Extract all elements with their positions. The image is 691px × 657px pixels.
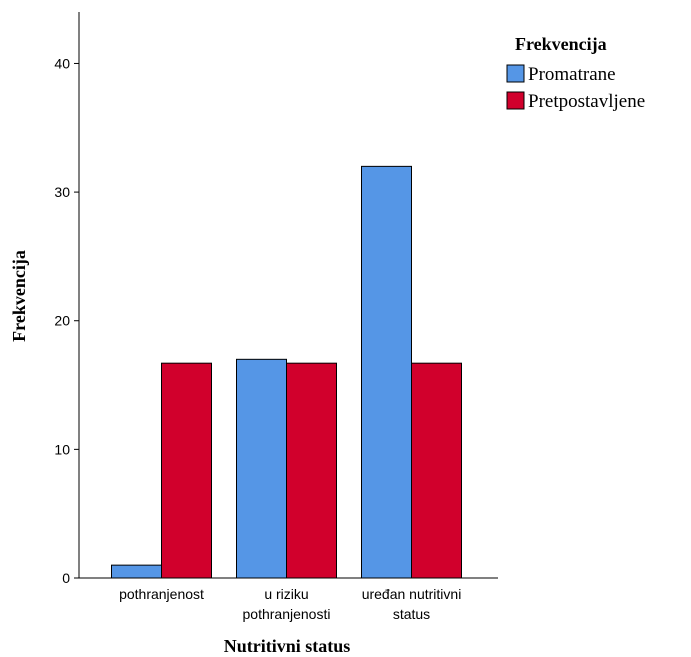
y-tick-label: 20 [54,313,70,329]
bar-0-0 [111,564,162,579]
x-category-line: pothranjenost [119,586,204,602]
x-category-line: uređan nutritivni [362,586,462,602]
bar-1-2 [411,362,462,579]
x-category-label: u riziku pothranjenosti [243,586,331,622]
bar-1-0 [161,362,212,579]
bars-group [111,165,462,579]
legend-title: Frekvencija [515,34,607,54]
legend-swatch-1 [506,91,525,110]
x-category-label: uređan nutritivni status [362,586,462,622]
y-axis-title: Frekvencija [9,250,29,342]
bar-1-1 [286,362,337,579]
bar-0-1 [236,358,287,579]
legend-label-1: Pretpostavljene [528,91,645,112]
legend: Frekvencija Promatrane Pretpostavljene [506,34,645,112]
x-categories-group: pothranjenost u riziku pothranjenosti uređa… [119,586,461,622]
x-category-line: u riziku [264,586,308,602]
y-tick-label: 10 [54,441,70,457]
y-tick-label: 30 [54,184,70,200]
x-axis-title: Nutritivni status [224,636,351,656]
y-tick-label: 40 [54,55,70,71]
y-tick-label: 0 [62,570,70,586]
x-category-line: pothranjenosti [243,606,331,622]
legend-swatch-0 [506,64,525,83]
legend-items: Promatrane Pretpostavljene [506,64,645,112]
legend-label-0: Promatrane [528,64,616,85]
y-ticks-group: 0 10 20 30 40 [54,55,79,586]
bar-0-2 [361,165,412,579]
x-category-label: pothranjenost [119,586,204,602]
x-category-line: status [393,606,430,622]
